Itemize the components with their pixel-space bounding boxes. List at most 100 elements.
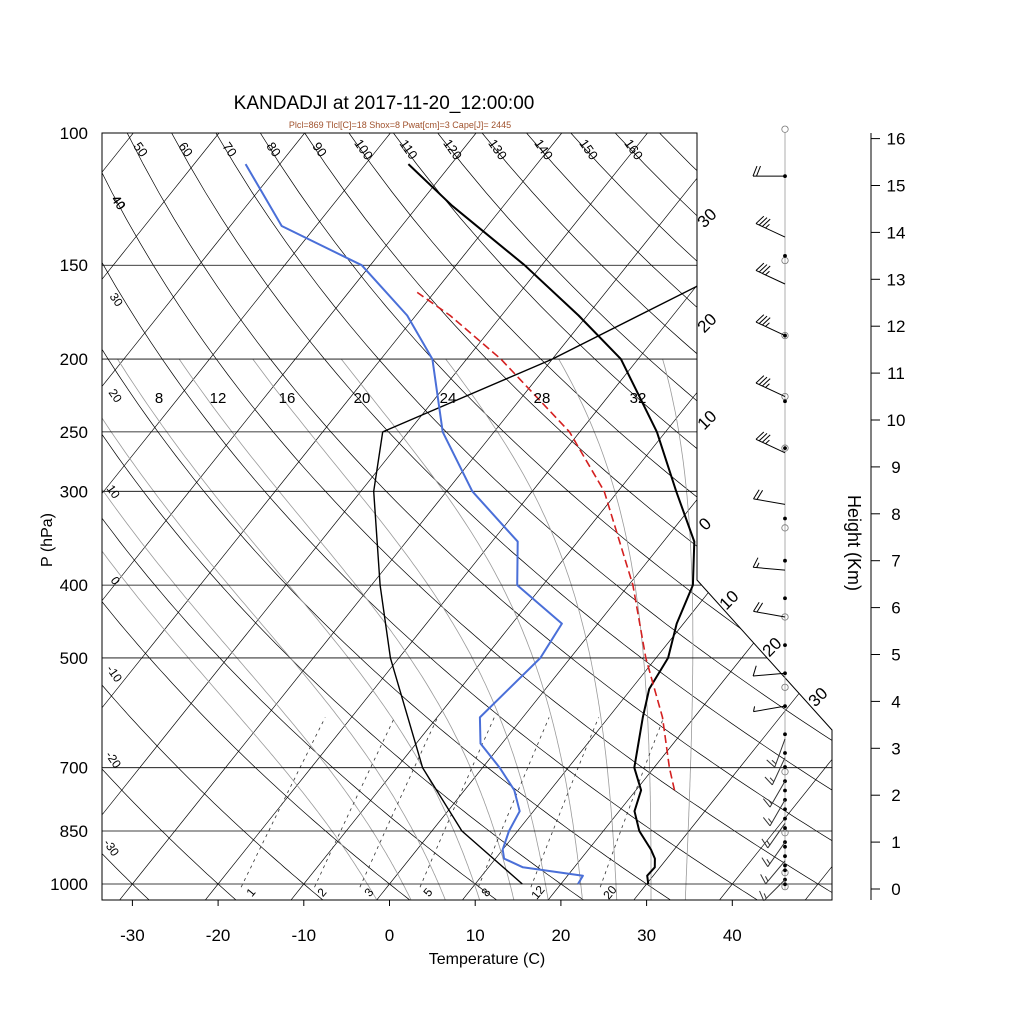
level-dot — [783, 558, 787, 563]
wind-barb-feather — [765, 223, 770, 229]
wind-barb-feather — [762, 798, 771, 808]
wind-barb-feather — [759, 890, 765, 902]
wind-barb — [755, 223, 786, 238]
pressure-tick-label: 300 — [60, 482, 88, 501]
wind-barb-feather — [756, 562, 760, 568]
lapse-line — [373, 163, 832, 885]
wind-barb-feather — [752, 557, 759, 568]
dry-adiabat-line — [526, 133, 832, 900]
dry-adiabat-line — [747, 133, 832, 900]
pressure-tick-label: 150 — [60, 256, 88, 275]
wind-barb-feather — [763, 893, 767, 899]
wind-barb-feather — [762, 817, 771, 827]
wind-barb-feather — [756, 490, 764, 500]
dry-adiabat-label: 120 — [440, 136, 465, 162]
mixing-ratio-line — [599, 717, 665, 888]
moist-adiabat-line — [117, 358, 480, 900]
wind-barb-feather — [765, 383, 770, 388]
wind-barb — [755, 382, 786, 398]
wind-barb-feather — [762, 378, 771, 387]
dry-adiabat-label: 90 — [309, 139, 330, 159]
wind-barb-feather — [766, 859, 771, 865]
moist-adiabat-line — [102, 358, 412, 900]
isotherm-left-label: -10 — [104, 663, 126, 686]
mixing-ratio-line — [359, 717, 438, 888]
moist-adiabat-label: 12 — [210, 390, 227, 407]
wind-barb — [755, 321, 786, 337]
wind-barb — [753, 610, 786, 618]
dry-adiabat-label: 160 — [621, 136, 646, 162]
isotherm-left-label: 0 — [108, 574, 123, 588]
dry-adiabat-line — [393, 133, 832, 900]
isotherm-label: 10 — [716, 587, 743, 614]
mixing-ratio-line — [314, 717, 395, 888]
moist-adiabat-label: 20 — [354, 390, 371, 407]
isotherm-label: 10 — [694, 407, 721, 434]
moist-adiabat-label: 28 — [534, 390, 551, 407]
isotherm-line — [102, 133, 490, 900]
isotherm-line — [376, 133, 832, 900]
isotherm-line — [102, 133, 662, 900]
isotherm-line — [804, 133, 832, 900]
temperature-tick-label: -30 — [120, 926, 145, 945]
wind-barb-feather — [762, 218, 771, 227]
wind-barb — [753, 566, 786, 571]
height-tick-label: 4 — [891, 692, 900, 711]
level-circle — [781, 331, 789, 340]
chart-title: KANDADJI at 2017-11-20_12:00:00 — [234, 93, 535, 114]
temperature-axis: -30 -20 -10 0 10 20 30 40 — [120, 900, 742, 945]
isotherm-line — [547, 133, 832, 900]
level-circle — [781, 444, 789, 452]
wind-barb-feather — [755, 431, 765, 440]
wind-barb-feather — [756, 602, 764, 613]
isotherm-left-label: 40 — [109, 193, 128, 212]
dry-adiabat-label: 100 — [351, 136, 376, 162]
temperature-tick-label: -10 — [292, 926, 317, 945]
isotherm-line — [719, 133, 832, 900]
level-dot — [783, 399, 787, 404]
height-tick-label: 10 — [887, 411, 906, 430]
dry-adiabat-label: 80 — [263, 139, 284, 159]
dry-adiabat-label: 70 — [219, 139, 240, 159]
wind-barb-feather — [768, 818, 773, 824]
wind-barb-feather — [756, 165, 761, 177]
moist-adiabat-line — [340, 358, 583, 900]
temperature-line — [407, 163, 696, 885]
dry-adiabat-line — [171, 133, 832, 900]
dry-adiabat-line — [659, 133, 832, 900]
dry-adiabat-line — [437, 133, 832, 900]
dry-adiabat-line — [215, 133, 832, 900]
height-tick-label: 16 — [887, 130, 906, 149]
temperature-tick-label: 40 — [723, 926, 742, 945]
isotherm-line — [290, 133, 832, 900]
isotherm-line — [102, 133, 576, 900]
wind-profile — [752, 125, 789, 902]
level-dot — [783, 807, 787, 812]
wind-barb-feather — [762, 317, 771, 326]
wind-barb-feather — [769, 777, 775, 783]
dry-adiabat-line — [102, 133, 584, 900]
height-tick-label: 5 — [891, 646, 900, 665]
wind-barb-feather — [762, 434, 771, 443]
wind-barb-feather — [768, 799, 773, 805]
dry-adiabat-line — [102, 133, 237, 900]
wind-barb-feather — [752, 706, 756, 712]
wind-barb-feather — [758, 376, 768, 385]
dry-adiabat-label: 110 — [397, 137, 421, 163]
isotherm-line — [102, 133, 405, 900]
isotherm-line — [462, 133, 832, 900]
pressure-tick-label: 850 — [60, 822, 88, 841]
dry-adiabat-line — [481, 133, 832, 900]
wind-barb-feather — [752, 665, 757, 677]
isotherm-line — [102, 133, 147, 900]
isotherm-left-label: 10 — [104, 482, 123, 501]
level-dot — [783, 868, 787, 873]
dry-adiabat-line — [102, 133, 497, 900]
wind-barb-feather — [762, 265, 771, 274]
temperature-tick-label: 20 — [551, 926, 570, 945]
isotherm-left-label: 30 — [107, 290, 126, 309]
level-circle — [781, 524, 789, 532]
wind-barb-feather — [753, 489, 760, 500]
moist-adiabat-line — [558, 358, 652, 900]
